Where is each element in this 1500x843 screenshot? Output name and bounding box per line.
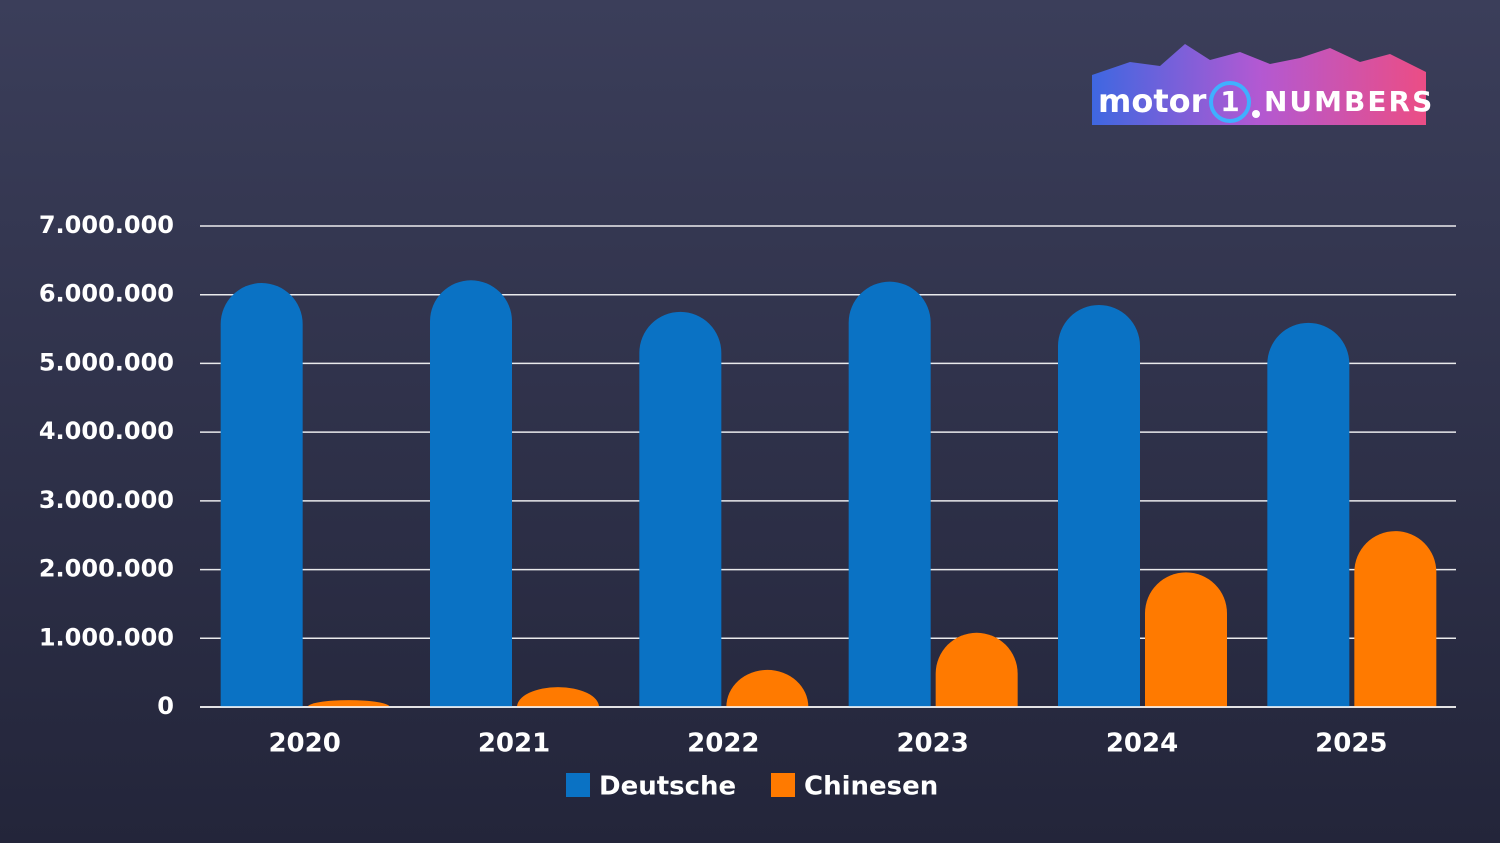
legend-swatch xyxy=(771,773,795,797)
bar xyxy=(1267,322,1350,707)
logo-dot xyxy=(1252,110,1260,118)
x-tick-label: 2021 xyxy=(478,729,550,759)
y-tick-label: 1.000.000 xyxy=(39,623,174,651)
bar xyxy=(935,632,1018,707)
x-tick-label: 2024 xyxy=(1106,729,1178,759)
x-tick-label: 2020 xyxy=(268,729,340,759)
x-tick-label: 2022 xyxy=(687,729,759,759)
y-tick-label: 7.000.000 xyxy=(39,211,174,239)
legend-label: Chinesen xyxy=(804,772,938,802)
logo-mountains xyxy=(1092,44,1426,125)
bar xyxy=(517,687,599,707)
bar xyxy=(1354,531,1437,707)
y-tick-label: 6.000.000 xyxy=(39,280,174,308)
legend-label: Deutsche xyxy=(599,772,736,802)
bar xyxy=(1145,572,1227,707)
y-tick-label: 2.000.000 xyxy=(39,555,174,583)
y-tick-label: 4.000.000 xyxy=(39,417,174,445)
logo-brand: motor xyxy=(1098,82,1207,120)
bar xyxy=(307,700,390,707)
logo-number: 1 xyxy=(1220,85,1239,118)
x-tick-label: 2023 xyxy=(896,729,968,759)
bar xyxy=(1058,305,1140,707)
bar xyxy=(726,669,809,707)
x-tick-label: 2025 xyxy=(1315,729,1387,759)
bar xyxy=(639,311,722,707)
bar xyxy=(220,283,303,707)
bar xyxy=(430,280,512,707)
logo-ring xyxy=(1209,81,1251,123)
y-tick-label: 3.000.000 xyxy=(39,486,174,514)
logo-suffix: NUMBERS xyxy=(1264,85,1434,118)
logo: motor 1 NUMBERS xyxy=(1092,44,1434,125)
y-tick-label: 0 xyxy=(157,692,174,720)
y-tick-label: 5.000.000 xyxy=(39,348,174,376)
bar xyxy=(848,281,931,707)
legend-swatch xyxy=(566,773,590,797)
